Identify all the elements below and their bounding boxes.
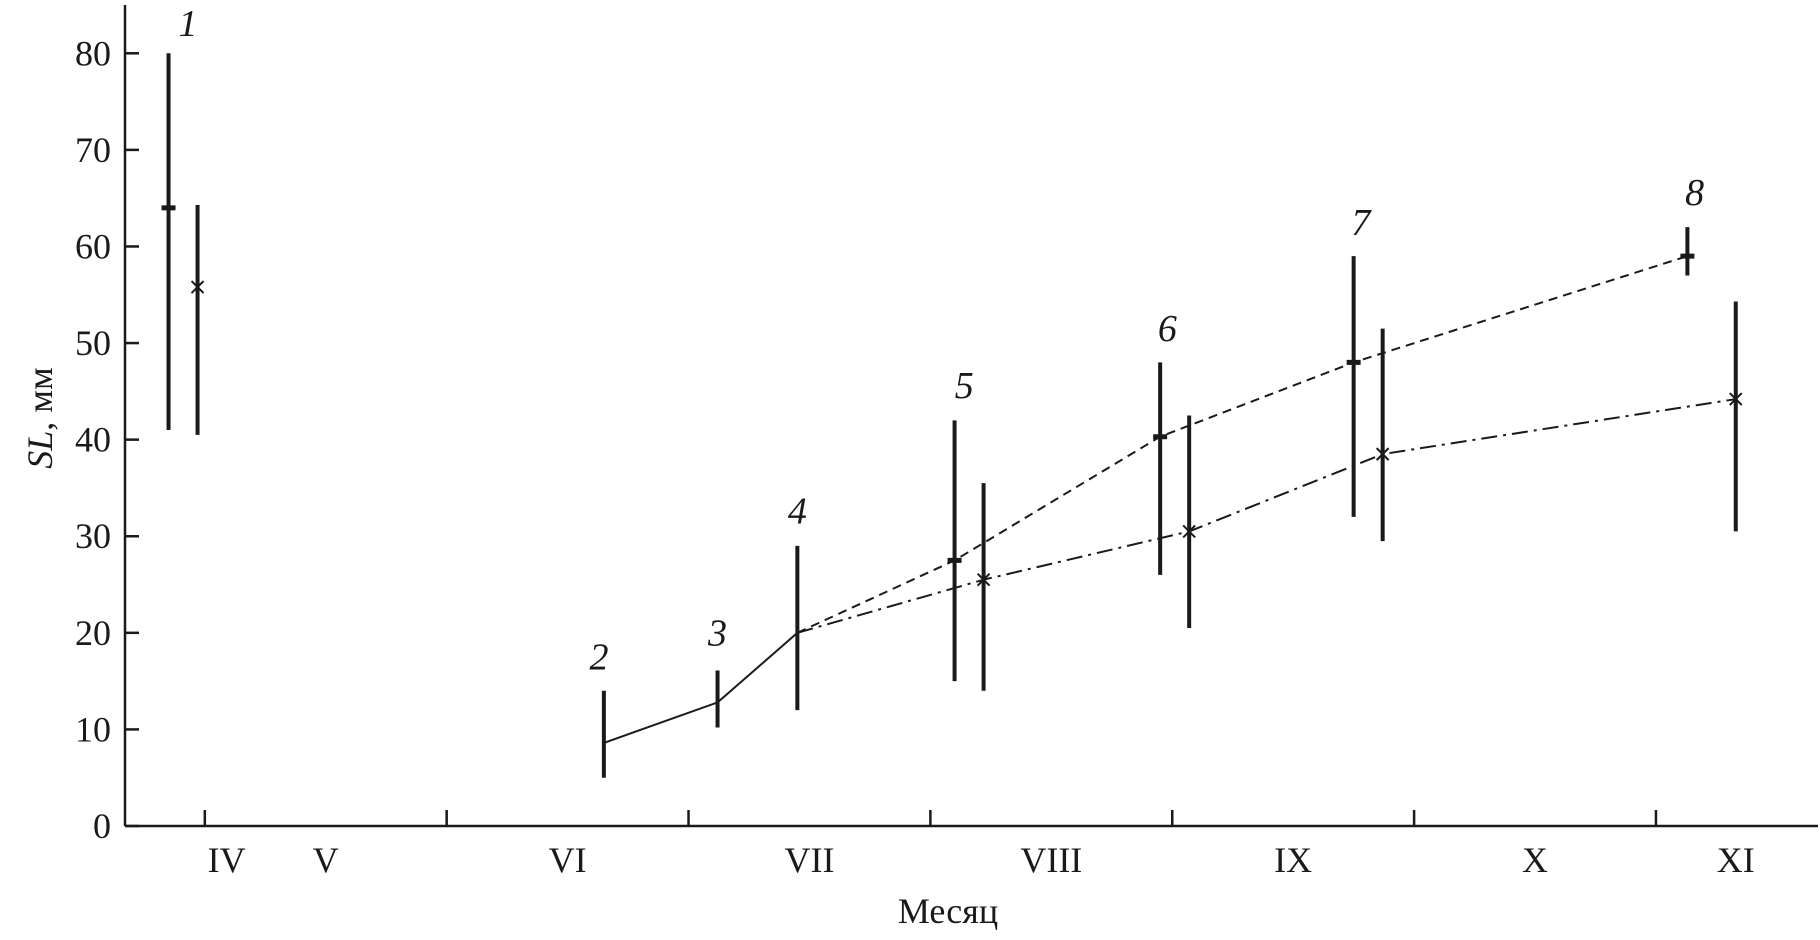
point-label: 1 (178, 3, 197, 45)
series-dashdot-line (797, 398, 1736, 634)
y-tick-label: 30 (75, 516, 111, 556)
x-tick-label: VI (549, 840, 587, 880)
y-tick-label: 70 (75, 130, 111, 170)
point-label: 8 (1685, 172, 1704, 214)
series-dashdot-point (1375, 447, 1390, 461)
point-label: 3 (707, 612, 727, 654)
error-bars (166, 53, 1738, 778)
point-label: 4 (788, 491, 807, 533)
axes: 0 10 20 30 40 50 60 70 80 IV V VI VII VIII IX X XI (75, 5, 1818, 880)
y-axis-title-main: SL (20, 431, 60, 469)
y-axis-title: SL, мм (20, 367, 60, 469)
x-tick-label: XI (1717, 840, 1755, 880)
y-tick-label: 60 (75, 226, 111, 266)
series-dashdot-point (1182, 524, 1196, 539)
y-tick-label: 0 (93, 806, 111, 846)
point-label: 5 (955, 365, 974, 407)
point-label: 7 (1351, 202, 1372, 244)
y-tick-label: 20 (75, 613, 111, 653)
x-tick-label: VII (784, 840, 834, 880)
x-tick-label: V (313, 840, 339, 880)
point-label: 2 (590, 637, 609, 679)
point-labels: 1 2 3 4 5 6 7 8 (178, 3, 1704, 679)
series-dashdot-point (1729, 392, 1743, 406)
y-tick-label: 40 (75, 420, 111, 460)
y-tick-label: 50 (75, 323, 111, 363)
series-dash-line (796, 255, 1688, 634)
series-dashdot-point (190, 280, 205, 294)
series-dashdot-point (976, 572, 991, 587)
y-axis-title-unit: , мм (20, 367, 60, 431)
point-label: 6 (1158, 308, 1177, 350)
x-tick-label: IV (208, 840, 246, 880)
markers (161, 205, 1743, 587)
x-axis-title: Месяц (898, 891, 998, 931)
series-early-line (603, 632, 799, 744)
x-tick-label: IX (1274, 840, 1312, 880)
y-tick-label: 10 (75, 709, 111, 749)
y-tick-label: 80 (75, 33, 111, 73)
x-tick-label: VIII (1020, 840, 1082, 880)
x-tick-label: X (1522, 840, 1548, 880)
